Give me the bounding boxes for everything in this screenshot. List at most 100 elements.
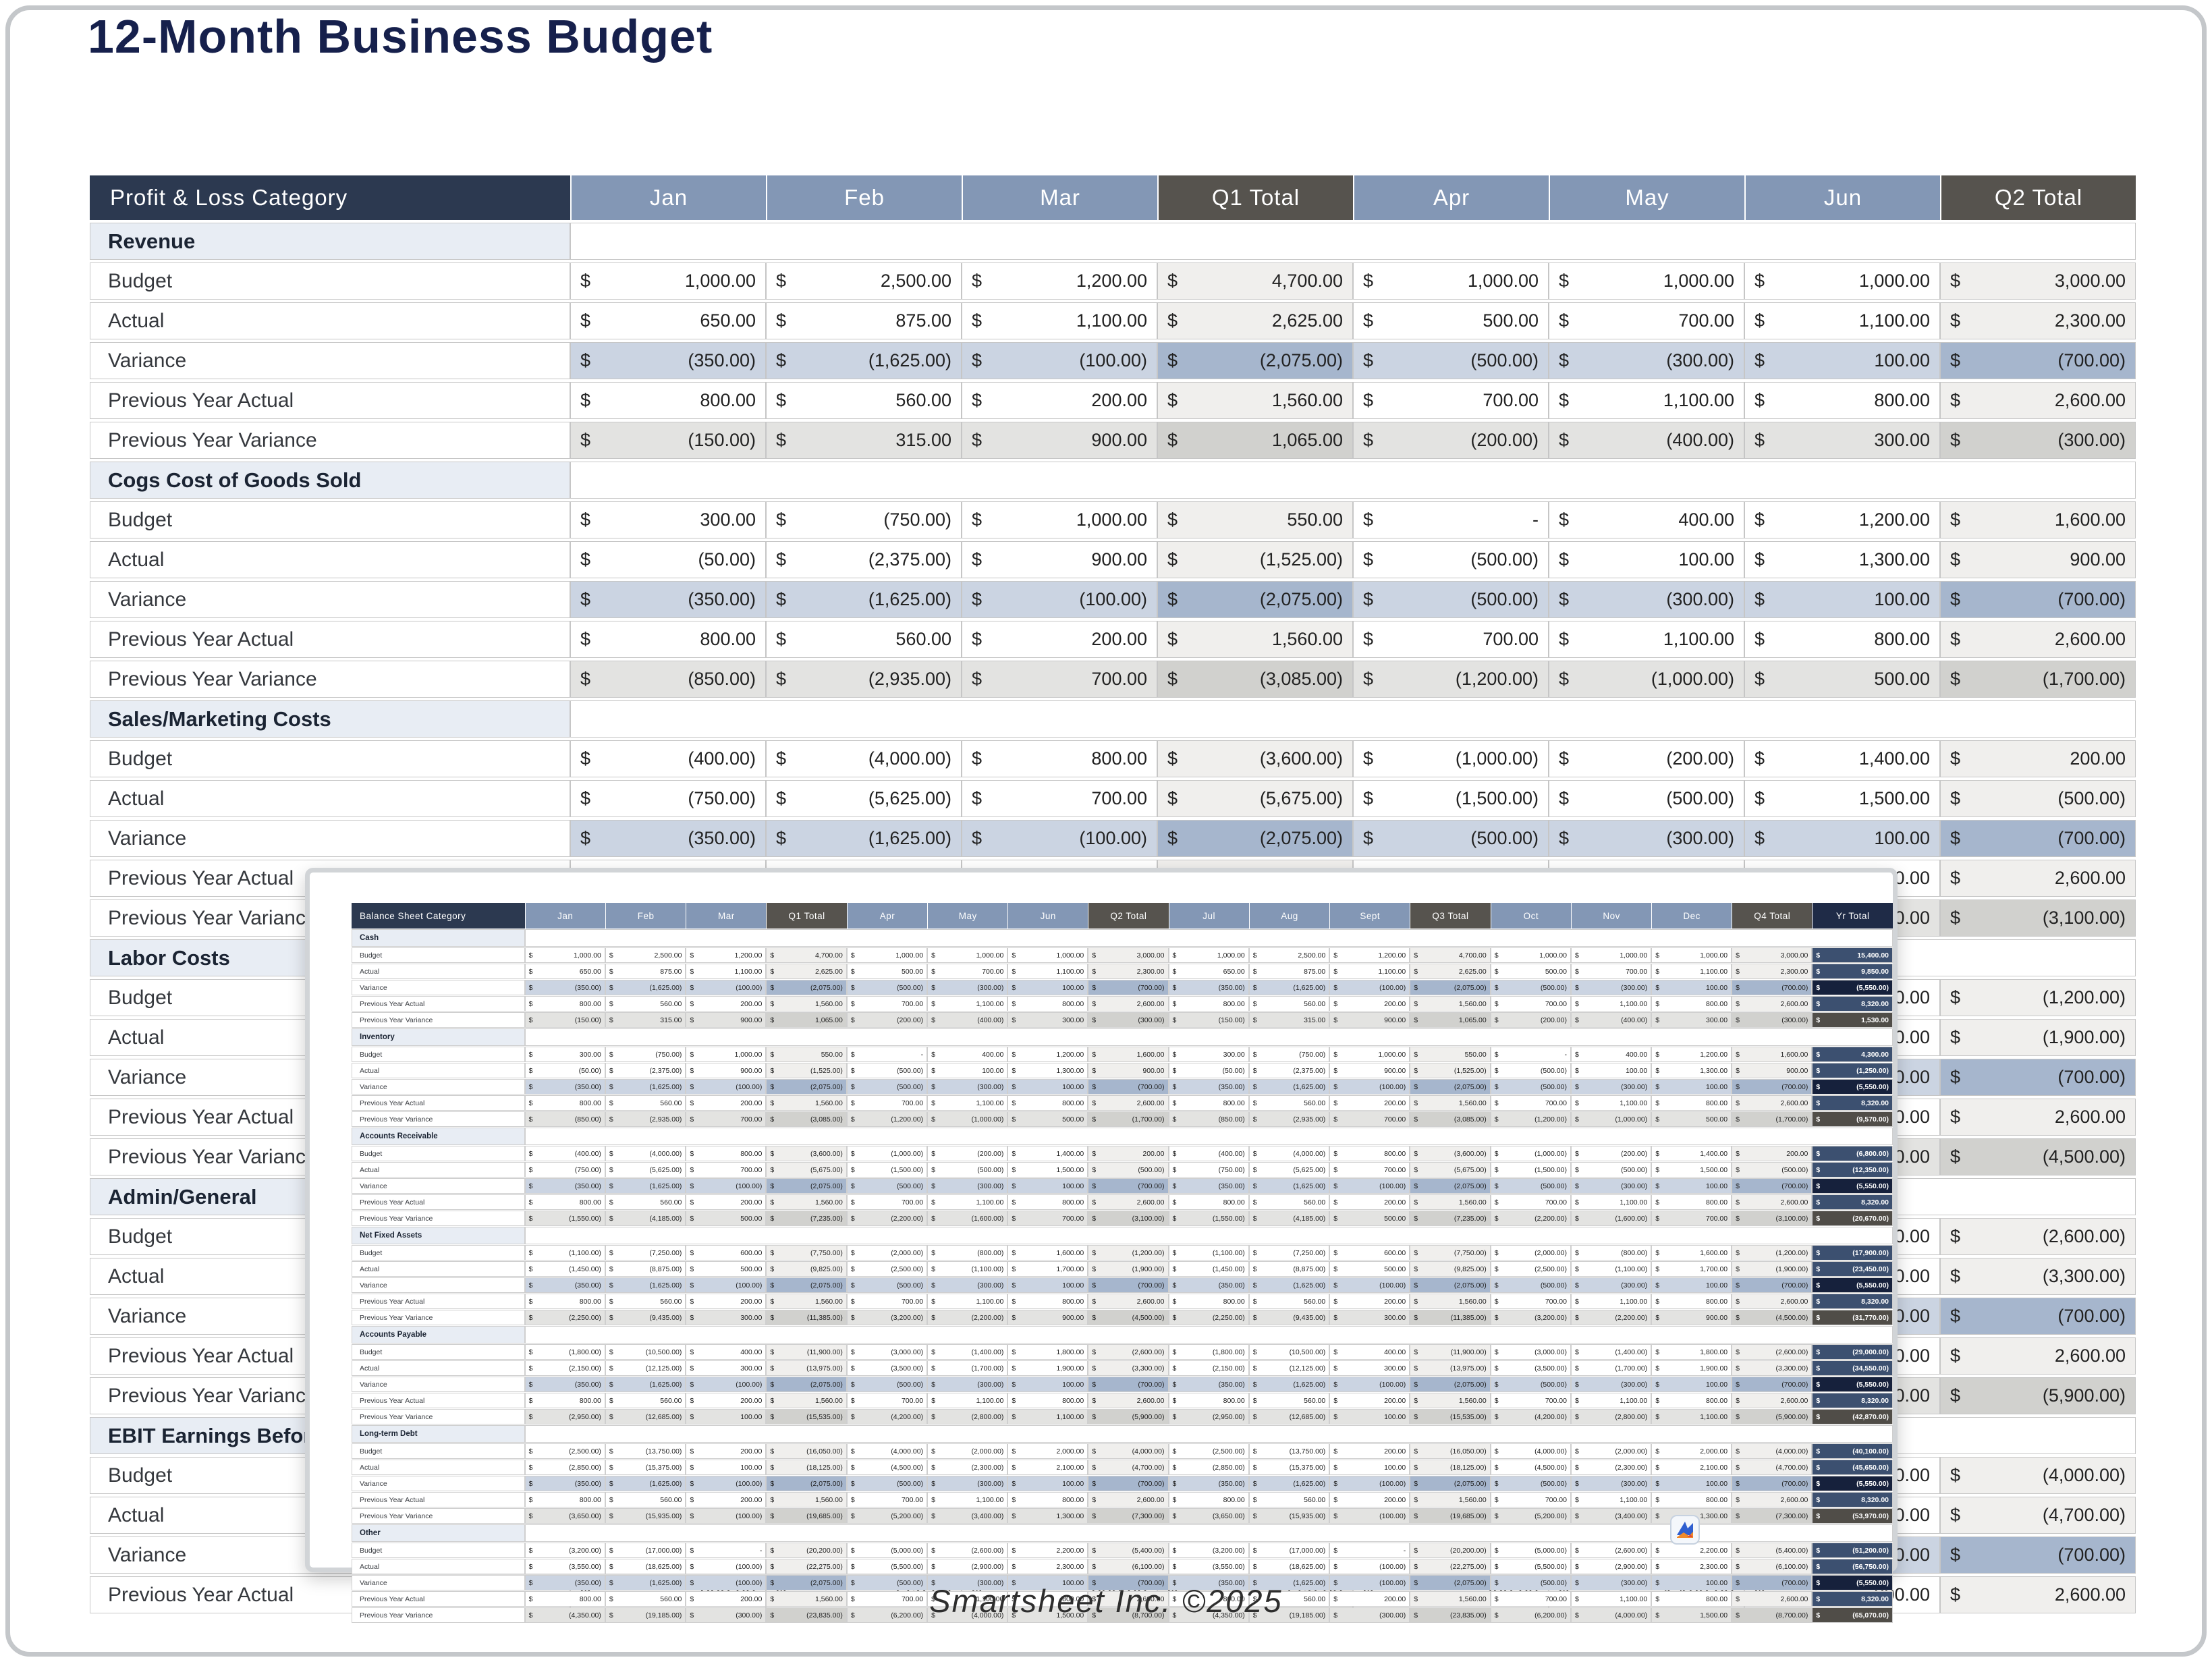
cell[interactable]: $(2,500.00): [1490, 1261, 1571, 1277]
cell[interactable]: $500.00: [1007, 1111, 1088, 1127]
cell[interactable]: $2,600.00: [1088, 1591, 1169, 1607]
cell[interactable]: $(4,000.00): [1490, 1443, 1571, 1459]
cell[interactable]: $1,100.00: [1570, 996, 1652, 1012]
cell[interactable]: $315.00: [605, 1012, 686, 1028]
cell[interactable]: $(13,975.00): [766, 1360, 847, 1376]
cell[interactable]: $(4,000.00): [605, 1146, 686, 1161]
cell[interactable]: $(300.00): [1570, 1178, 1652, 1194]
cell[interactable]: $(350.00): [524, 1476, 605, 1491]
cell[interactable]: $560.00: [605, 1095, 686, 1111]
cell[interactable]: $ (200.00): [1549, 740, 1744, 777]
cell[interactable]: $(100.00): [1329, 1277, 1410, 1293]
cell[interactable]: $(1,700.00): [1570, 1360, 1652, 1376]
cell[interactable]: $ (850.00): [524, 1111, 605, 1127]
cell[interactable]: $800.00: [962, 740, 1157, 777]
cell[interactable]: $(16,050.00): [766, 1443, 847, 1459]
cell[interactable]: $2,500.00: [766, 262, 962, 300]
cell[interactable]: $ (400.00): [1549, 422, 1744, 459]
cell[interactable]: $(300.00): [927, 980, 1008, 995]
cell[interactable]: $(10,500.00): [1248, 1344, 1330, 1360]
cell[interactable]: $(7,250.00): [605, 1245, 686, 1261]
cell[interactable]: $(300.00): [927, 1178, 1008, 1194]
cell[interactable]: $ (50.00): [570, 541, 766, 578]
cell[interactable]: $200.00: [1329, 1443, 1410, 1459]
cell[interactable]: $(300.00): [1549, 342, 1744, 379]
row-label[interactable]: Variance: [352, 1575, 525, 1590]
cell[interactable]: $(2,250.00): [524, 1310, 605, 1325]
cell[interactable]: $560.00: [1248, 996, 1330, 1012]
cell[interactable]: $(1,625.00): [605, 1377, 686, 1392]
cell[interactable]: $(300.00): [1549, 581, 1744, 618]
cell[interactable]: $(9,435.00): [1248, 1310, 1330, 1325]
cell[interactable]: $ (4,700.00): [1940, 1497, 2136, 1534]
cell[interactable]: $(1,625.00): [1248, 1377, 1330, 1392]
cell[interactable]: $(100.00): [1329, 1079, 1410, 1095]
cell[interactable]: $(2,150.00): [524, 1360, 605, 1376]
cell[interactable]: $500.00: [1329, 1211, 1410, 1226]
cell[interactable]: $ (5,400.00): [1088, 1543, 1169, 1558]
cell[interactable]: $200.00: [686, 1095, 767, 1111]
row-label[interactable]: Actual: [352, 1559, 525, 1574]
cell[interactable]: $1,200.00: [1329, 947, 1410, 963]
cell[interactable]: $100.00: [1651, 1178, 1732, 1194]
cell[interactable]: $1,200.00: [962, 262, 1157, 300]
cell[interactable]: $(500.00): [1490, 1178, 1571, 1194]
cell[interactable]: $ (31,770.00): [1812, 1310, 1893, 1325]
row-label[interactable]: Budget: [352, 1146, 525, 1161]
cell[interactable]: $(500.00): [1353, 581, 1549, 618]
cell[interactable]: $500.00: [1744, 661, 1940, 698]
cell[interactable]: $900.00: [1732, 1063, 1813, 1078]
cell[interactable]: $300.00: [1168, 1047, 1249, 1062]
cell[interactable]: $(3,000.00): [846, 1344, 928, 1360]
cell[interactable]: $300.00: [570, 501, 766, 538]
cell[interactable]: $200.00: [962, 621, 1157, 658]
cell[interactable]: $1,100.00: [1570, 1194, 1652, 1210]
cell[interactable]: $ -: [1329, 1543, 1410, 1558]
row-label[interactable]: Variance: [352, 1178, 525, 1194]
cell[interactable]: $(4,000.00): [927, 1607, 1008, 1623]
cell[interactable]: $(350.00): [1168, 1277, 1249, 1293]
row-label[interactable]: Previous Year Actual: [352, 1393, 525, 1408]
cell[interactable]: $ (700.00): [1940, 1536, 2136, 1574]
cell[interactable]: $ (700.00): [1940, 820, 2136, 857]
cell[interactable]: $200.00: [686, 1194, 767, 1210]
cell[interactable]: $ (1,250.00): [1812, 1063, 1893, 1078]
cell[interactable]: $ (3,650.00): [1168, 1508, 1249, 1524]
cell[interactable]: $ (1,525.00): [766, 1063, 847, 1078]
cell[interactable]: $(100.00): [686, 980, 767, 995]
cell[interactable]: $ (40,100.00): [1812, 1443, 1893, 1459]
cell[interactable]: $875.00: [1248, 964, 1330, 979]
cell[interactable]: $(300.00): [1329, 1607, 1410, 1623]
cell[interactable]: $ (8,700.00): [1088, 1607, 1169, 1623]
cell[interactable]: $ (56,750.00): [1812, 1559, 1893, 1574]
cell[interactable]: $2,625.00: [766, 964, 847, 979]
cell[interactable]: $560.00: [605, 1194, 686, 1210]
cell[interactable]: $(10,500.00): [605, 1344, 686, 1360]
cell[interactable]: $1,100.00: [1744, 302, 1940, 339]
cell[interactable]: $100.00: [1570, 1063, 1652, 1078]
row-label[interactable]: Previous Year Actual: [90, 621, 570, 658]
cell[interactable]: $(100.00): [1329, 1178, 1410, 1194]
cell[interactable]: $ (5,625.00): [605, 1162, 686, 1178]
cell[interactable]: $(500.00): [846, 1377, 928, 1392]
cell[interactable]: $8,320.00: [1812, 1194, 1893, 1210]
cell[interactable]: $(1,625.00): [1248, 980, 1330, 995]
cell[interactable]: $800.00: [1168, 1591, 1249, 1607]
cell[interactable]: $ (1,200.00): [1940, 979, 2136, 1016]
cell[interactable]: $1,900.00: [1007, 1360, 1088, 1376]
cell[interactable]: $800.00: [1744, 621, 1940, 658]
cell[interactable]: $1,800.00: [1651, 1344, 1732, 1360]
cell[interactable]: $200.00: [962, 382, 1157, 419]
cell[interactable]: $700.00: [1570, 964, 1652, 979]
cell[interactable]: $800.00: [1007, 1393, 1088, 1408]
cell[interactable]: $(7,235.00): [1410, 1211, 1491, 1226]
cell[interactable]: $3,000.00: [1088, 947, 1169, 963]
cell[interactable]: $(100.00): [962, 342, 1157, 379]
cell[interactable]: $1,100.00: [1549, 621, 1744, 658]
cell[interactable]: $900.00: [1329, 1063, 1410, 1078]
cell[interactable]: $200.00: [686, 1294, 767, 1309]
cell[interactable]: $(12,685.00): [1248, 1409, 1330, 1424]
cell[interactable]: $200.00: [1329, 1294, 1410, 1309]
cell[interactable]: $(1,600.00): [927, 1211, 1008, 1226]
cell[interactable]: $1,560.00: [766, 1393, 847, 1408]
